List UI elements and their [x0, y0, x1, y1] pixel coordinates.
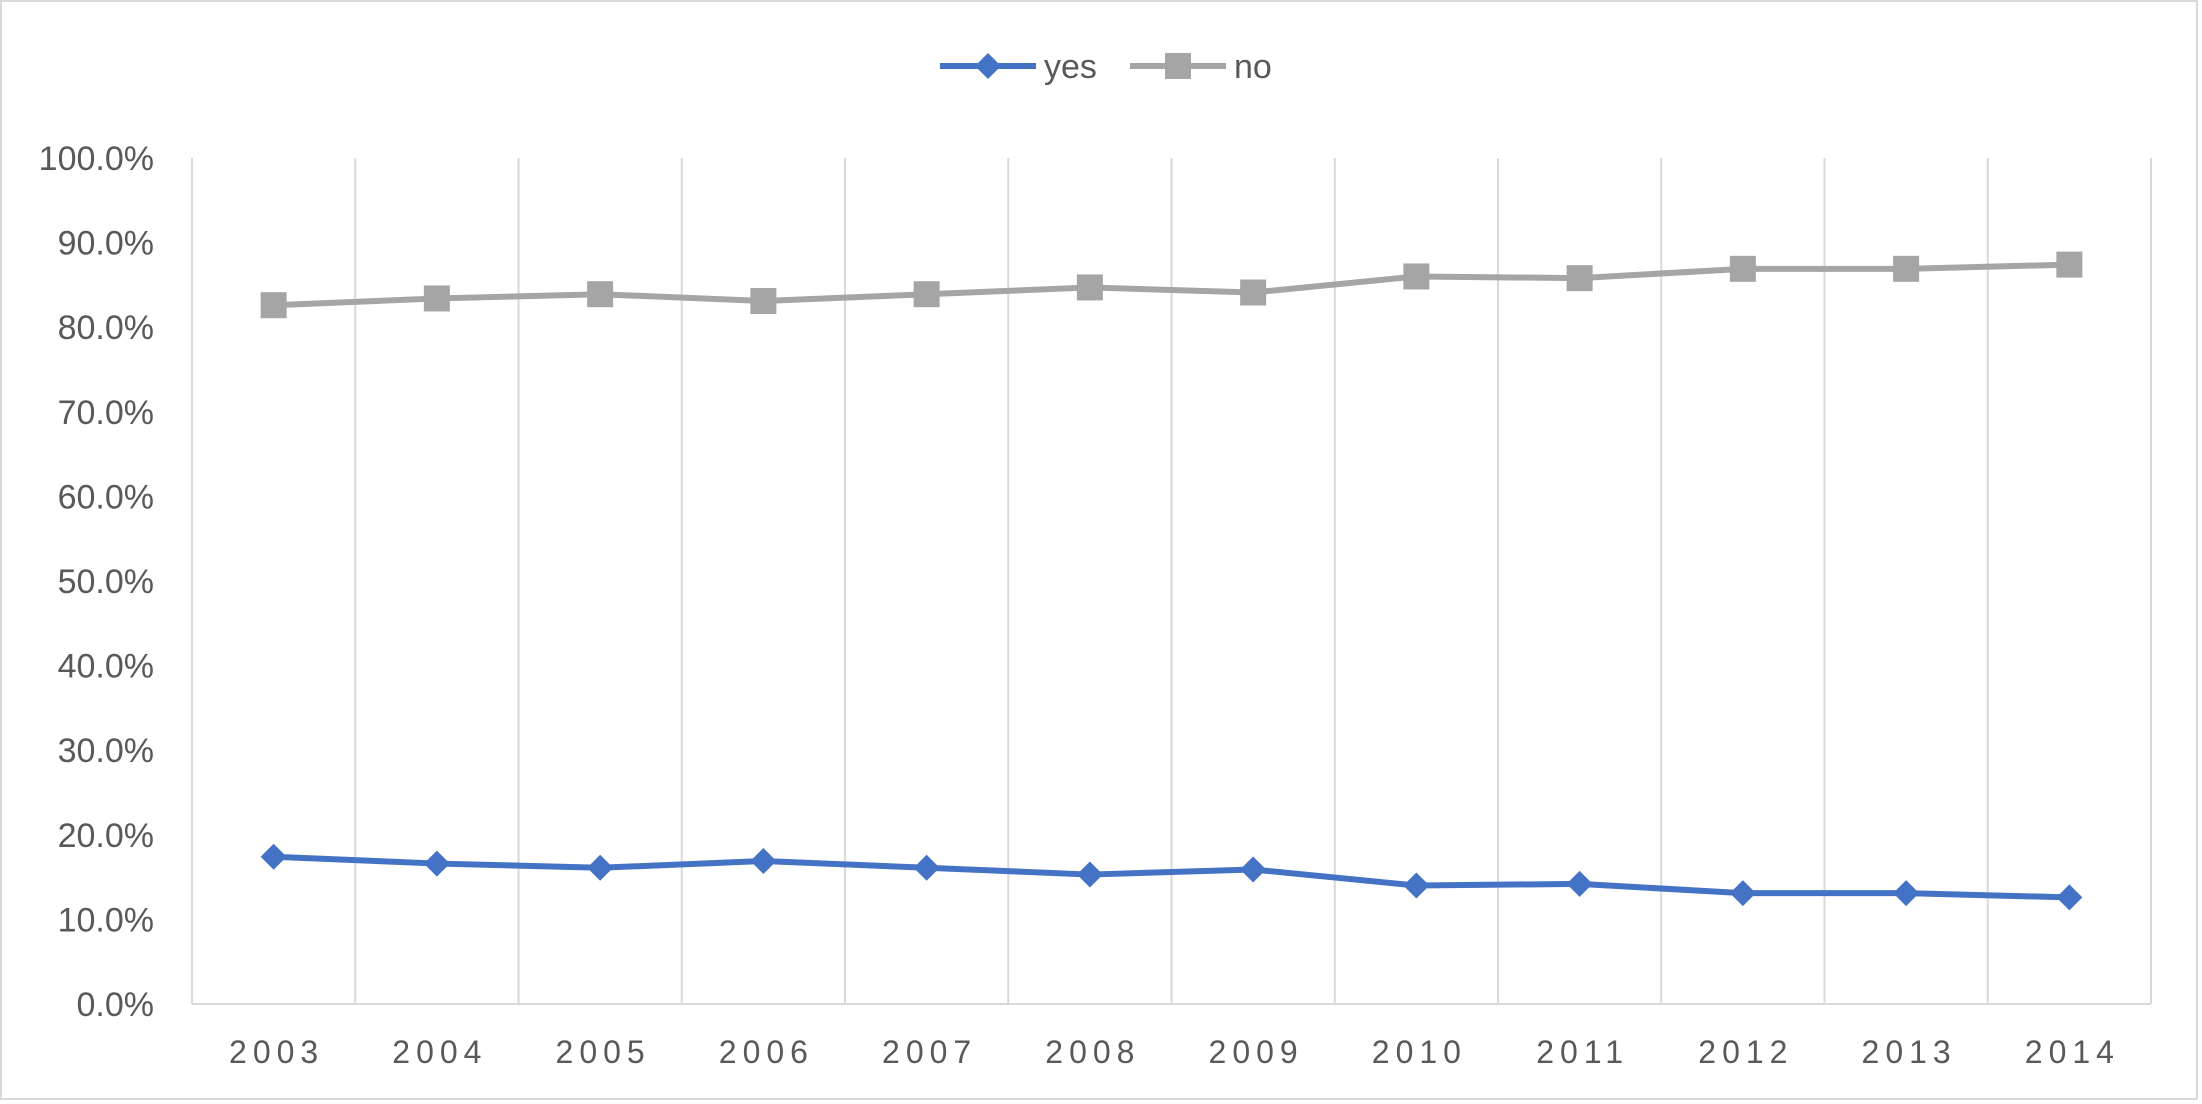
y-tick-label: 0.0% — [77, 986, 155, 1024]
series-yes — [260, 843, 2083, 911]
square-marker — [1893, 255, 1920, 282]
diamond-marker — [423, 850, 450, 877]
x-tick-label: 2014 — [2025, 1034, 2120, 1070]
y-tick-label: 80.0% — [58, 309, 154, 347]
diamond-marker — [913, 854, 940, 881]
x-tick-label: 2010 — [1372, 1034, 1467, 1070]
diamond-marker — [975, 53, 1001, 79]
y-tick-label: 30.0% — [58, 732, 154, 770]
x-tick-label: 2004 — [392, 1034, 487, 1070]
square-marker — [1165, 53, 1191, 79]
square-marker — [1076, 274, 1103, 301]
y-tick-label: 40.0% — [58, 648, 154, 686]
series-layer — [260, 251, 2083, 911]
x-tick-label: 2009 — [1209, 1034, 1304, 1070]
square-marker — [423, 285, 450, 312]
diamond-marker — [1076, 861, 1103, 888]
series-line — [273, 261, 2070, 309]
diamond-marker — [1566, 870, 1593, 897]
y-tick-label: 100.0% — [39, 140, 154, 178]
series-line — [273, 853, 2070, 901]
legend-item-yes: yes — [940, 48, 1097, 86]
square-marker — [2056, 251, 2083, 278]
legend: yes no — [940, 48, 1272, 86]
diamond-marker — [1403, 872, 1430, 899]
diamond-marker — [587, 854, 614, 881]
diamond-marker — [2056, 884, 2083, 911]
square-marker — [750, 287, 777, 314]
square-marker — [260, 292, 287, 319]
legend-label: no — [1234, 48, 1272, 86]
y-tick-label: 70.0% — [58, 394, 154, 432]
square-marker — [1240, 279, 1267, 306]
square-marker — [587, 281, 614, 308]
x-tick-label: 2013 — [1862, 1034, 1957, 1070]
diamond-marker — [1729, 880, 1756, 907]
x-tick-label: 2007 — [882, 1034, 977, 1070]
square-marker — [1403, 263, 1430, 290]
y-tick-label: 90.0% — [58, 225, 154, 263]
square-marker — [1566, 265, 1593, 292]
series-no — [260, 251, 2083, 319]
square-marker — [913, 281, 940, 308]
x-tick-label: 2012 — [1698, 1034, 1793, 1070]
x-tick-label: 2005 — [556, 1034, 651, 1070]
x-tick-label: 2003 — [229, 1034, 324, 1070]
diamond-marker — [260, 843, 287, 870]
y-axis-tick-labels: 0.0% 10.0% 20.0% 30.0% 40.0% 50.0% 60.0% 70.0% 8… — [39, 140, 154, 1024]
x-tick-label: 2011 — [1536, 1034, 1629, 1070]
square-marker — [1729, 255, 1756, 282]
diamond-marker — [1893, 880, 1920, 907]
x-axis-tick-labels: 2003 2004 2005 2006 2007 2008 2009 2010 2011 2012… — [229, 1034, 2120, 1070]
legend-item-no: no — [1130, 48, 1272, 86]
x-tick-label: 2006 — [719, 1034, 814, 1070]
x-tick-label: 2008 — [1045, 1034, 1140, 1070]
y-tick-label: 60.0% — [58, 478, 154, 516]
diamond-marker — [750, 848, 777, 875]
legend-label: yes — [1044, 48, 1097, 86]
y-tick-label: 20.0% — [58, 817, 154, 855]
diamond-marker — [1240, 856, 1267, 883]
y-tick-label: 10.0% — [58, 901, 154, 939]
y-tick-label: 50.0% — [58, 563, 154, 601]
grid-layer — [191, 158, 2152, 1004]
